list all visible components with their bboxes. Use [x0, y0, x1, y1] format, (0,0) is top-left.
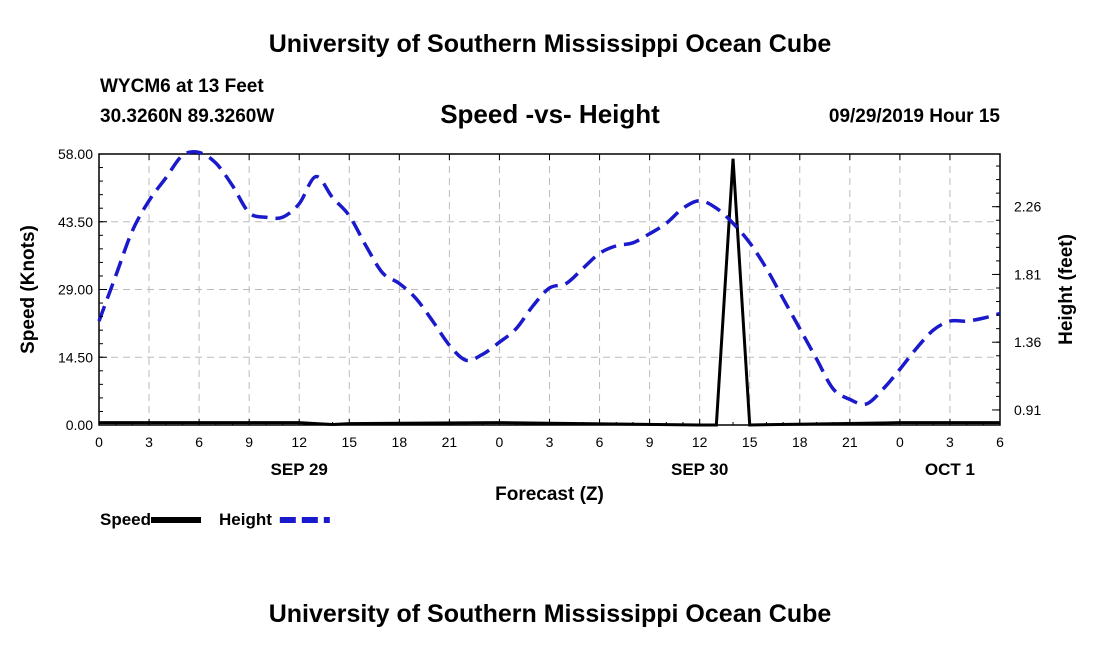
x-tick-label: 15 [341, 434, 357, 450]
y2-tick-label: 1.36 [1014, 334, 1041, 350]
x-tick-label: 9 [646, 434, 654, 450]
forecast-datetime: 09/29/2019 Hour 15 [828, 106, 1000, 127]
x-axis-title: Forecast (Z) [495, 484, 604, 505]
x-tick-label: 6 [996, 434, 1004, 450]
y-tick-label: 58.00 [58, 146, 93, 162]
legend-label: Speed [100, 510, 151, 529]
height-series-line [97, 150, 1001, 407]
page-title-bottom: University of Southern Mississippi Ocean… [268, 600, 832, 628]
y-axis-title: Speed (Knots) [18, 225, 39, 354]
station-coordinates: 30.3260N 89.3260W [100, 106, 275, 127]
speed-height-chart: 0 3 6 9 12 15 18 21 0 3 6 9 12 15 18 21 0 3 6 0.00 14.50 29.0… [18, 146, 1077, 529]
x-tick-label: 0 [496, 434, 504, 450]
x-tick-label: 21 [842, 434, 858, 450]
x-tick-label: 3 [145, 434, 153, 450]
x-tick-label: 0 [896, 434, 904, 450]
date-label: SEP 29 [271, 460, 328, 479]
date-label: OCT 1 [925, 460, 975, 479]
y2-tick-label: 0.91 [1014, 402, 1041, 418]
x-tick-label: 9 [245, 434, 253, 450]
y-tick-label: 14.50 [58, 349, 93, 365]
page-title-top: University of Southern Mississippi Ocean… [268, 30, 832, 58]
station-label: WYCM6 at 13 Feet [100, 76, 264, 97]
y-tick-label: 43.50 [58, 214, 93, 230]
chart-title: Speed -vs- Height [440, 99, 660, 129]
legend-label: Height [219, 510, 272, 529]
x-tick-label: 15 [742, 434, 758, 450]
y-tick-label: 0.00 [66, 417, 93, 433]
legend: Speed Height [100, 510, 330, 529]
x-tick-label: 6 [596, 434, 604, 450]
y-tick-label: 29.00 [58, 282, 93, 298]
y2-axis-title: Height (feet) [1056, 234, 1077, 345]
x-tick-label: 18 [392, 434, 408, 450]
x-tick-label: 0 [95, 434, 103, 450]
x-tick-label: 3 [546, 434, 554, 450]
x-tick-label: 21 [442, 434, 458, 450]
y2-tick-label: 1.81 [1014, 266, 1041, 282]
y2-tick-label: 2.26 [1014, 199, 1041, 215]
date-label: SEP 30 [671, 460, 728, 479]
x-tick-label: 6 [195, 434, 203, 450]
x-tick-label: 18 [792, 434, 808, 450]
x-tick-label: 12 [692, 434, 708, 450]
x-tick-label: 12 [291, 434, 307, 450]
x-tick-label: 3 [946, 434, 954, 450]
axes: 0 3 6 9 12 15 18 21 0 3 6 9 12 15 18 21 0 3 6 0.00 14.50 29.0… [18, 146, 1077, 505]
